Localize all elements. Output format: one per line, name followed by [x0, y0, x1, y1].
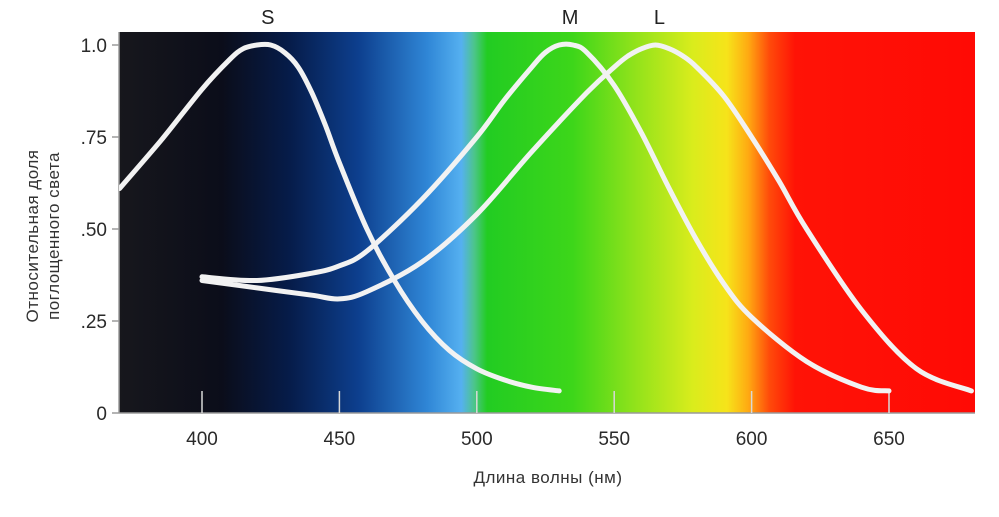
y-axis: 0 .25 .50 .75 1.0	[81, 32, 120, 425]
x-tick-label: 500	[461, 429, 493, 450]
curve-l	[199, 42, 974, 394]
curve-s	[119, 41, 562, 394]
x-tick-label: 450	[324, 429, 356, 450]
y-tick-label: 1.0	[81, 36, 107, 57]
y-tick-label: .25	[81, 312, 107, 333]
y-axis-title-line-1: Относительная доля	[23, 149, 42, 322]
y-tick-label: 0	[96, 404, 107, 425]
curve-label-l: L	[654, 7, 665, 29]
y-axis-title: Относительная доля поглощенного света	[23, 149, 63, 322]
spectrum-background	[119, 32, 975, 413]
x-tick-label: 600	[736, 429, 768, 450]
x-axis: 400 450 500 550 600 650	[119, 391, 975, 450]
x-tick-label: 400	[186, 429, 218, 450]
curve-m	[199, 41, 892, 394]
x-tick-label: 550	[598, 429, 630, 450]
y-tick-label: .50	[81, 220, 107, 241]
curve-label-m: M	[562, 7, 579, 29]
curve-label-s: S	[261, 7, 274, 29]
y-tick-label: .75	[81, 128, 107, 149]
y-axis-title-line-2: поглощенного света	[44, 152, 63, 320]
x-axis-title: Длина волны (нм)	[473, 468, 622, 487]
absorption-curves	[119, 41, 974, 394]
x-tick-label: 650	[873, 429, 905, 450]
